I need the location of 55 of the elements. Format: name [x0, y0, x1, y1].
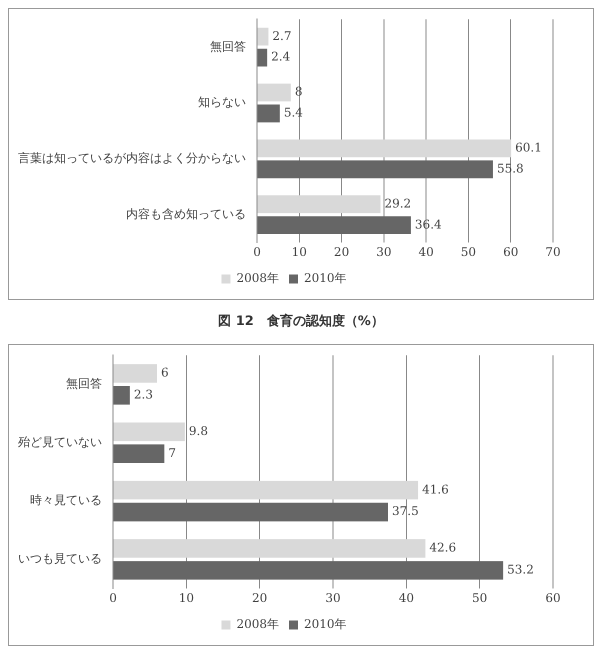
- y-tick-label: 殆ど見ていない: [18, 434, 102, 449]
- x-tick-label: 70: [545, 244, 561, 259]
- y-tick-label: 時々見ている: [30, 493, 102, 508]
- legend-label: 2010年: [304, 617, 347, 632]
- data-label: 7: [168, 446, 176, 460]
- bar: [258, 48, 268, 66]
- bar: [258, 195, 380, 214]
- data-label: 41.6: [422, 482, 449, 496]
- legend-label: 2008年: [236, 271, 280, 286]
- bar: [258, 84, 291, 102]
- x-tick-label: 50: [460, 244, 476, 259]
- x-tick-label: 50: [472, 590, 488, 605]
- bar: [258, 139, 512, 158]
- bar: [114, 364, 157, 383]
- x-tick-label: 20: [334, 244, 350, 259]
- legend-label: 2008年: [236, 617, 280, 632]
- x-tick-label: 40: [418, 244, 434, 259]
- data-label: 2.4: [271, 50, 291, 64]
- data-label: 42.6: [429, 540, 456, 555]
- x-tick-label: 30: [376, 244, 392, 259]
- x-tick-label: 30: [325, 590, 341, 605]
- x-tick-label: 10: [292, 244, 307, 259]
- x-tick-label: 60: [545, 590, 561, 605]
- bar: [258, 104, 280, 122]
- y-tick-label: 内容も含め知っている: [126, 206, 246, 221]
- bar: [114, 444, 164, 463]
- y-tick-label: いつも見ている: [18, 552, 102, 566]
- x-tick-label: 60: [503, 244, 518, 259]
- bar: [114, 422, 185, 442]
- x-tick-label: 40: [398, 590, 414, 605]
- x-tick-label: 0: [253, 244, 261, 259]
- bar: [114, 539, 426, 558]
- bar: [114, 561, 504, 580]
- bar: [114, 386, 130, 405]
- bar: [258, 216, 411, 234]
- legend-label: 2010年: [304, 271, 347, 286]
- data-label: 2.7: [272, 28, 292, 43]
- data-label: 53.2: [507, 562, 534, 576]
- bar: [258, 28, 268, 46]
- data-label: 60.1: [515, 140, 542, 154]
- x-tick-label: 10: [178, 590, 194, 605]
- y-tick-label: 言葉は知っているが内容はよく分からない: [18, 150, 246, 165]
- bar: [114, 480, 418, 500]
- data-label: 29.2: [384, 196, 412, 210]
- text: 図 12 食育の認知度（%）: [217, 312, 385, 331]
- bar: [258, 160, 493, 178]
- data-label: 6: [161, 366, 169, 380]
- x-tick-label: 0: [109, 590, 117, 605]
- x-tick-label: 20: [252, 590, 268, 605]
- data-label: 2.3: [134, 387, 153, 402]
- y-tick-label: 無回答: [210, 39, 246, 54]
- y-tick-label: 知らない: [198, 95, 246, 110]
- y-tick-label: 無回答: [66, 376, 102, 390]
- bar: [114, 502, 388, 522]
- data-label: 9.8: [188, 424, 208, 438]
